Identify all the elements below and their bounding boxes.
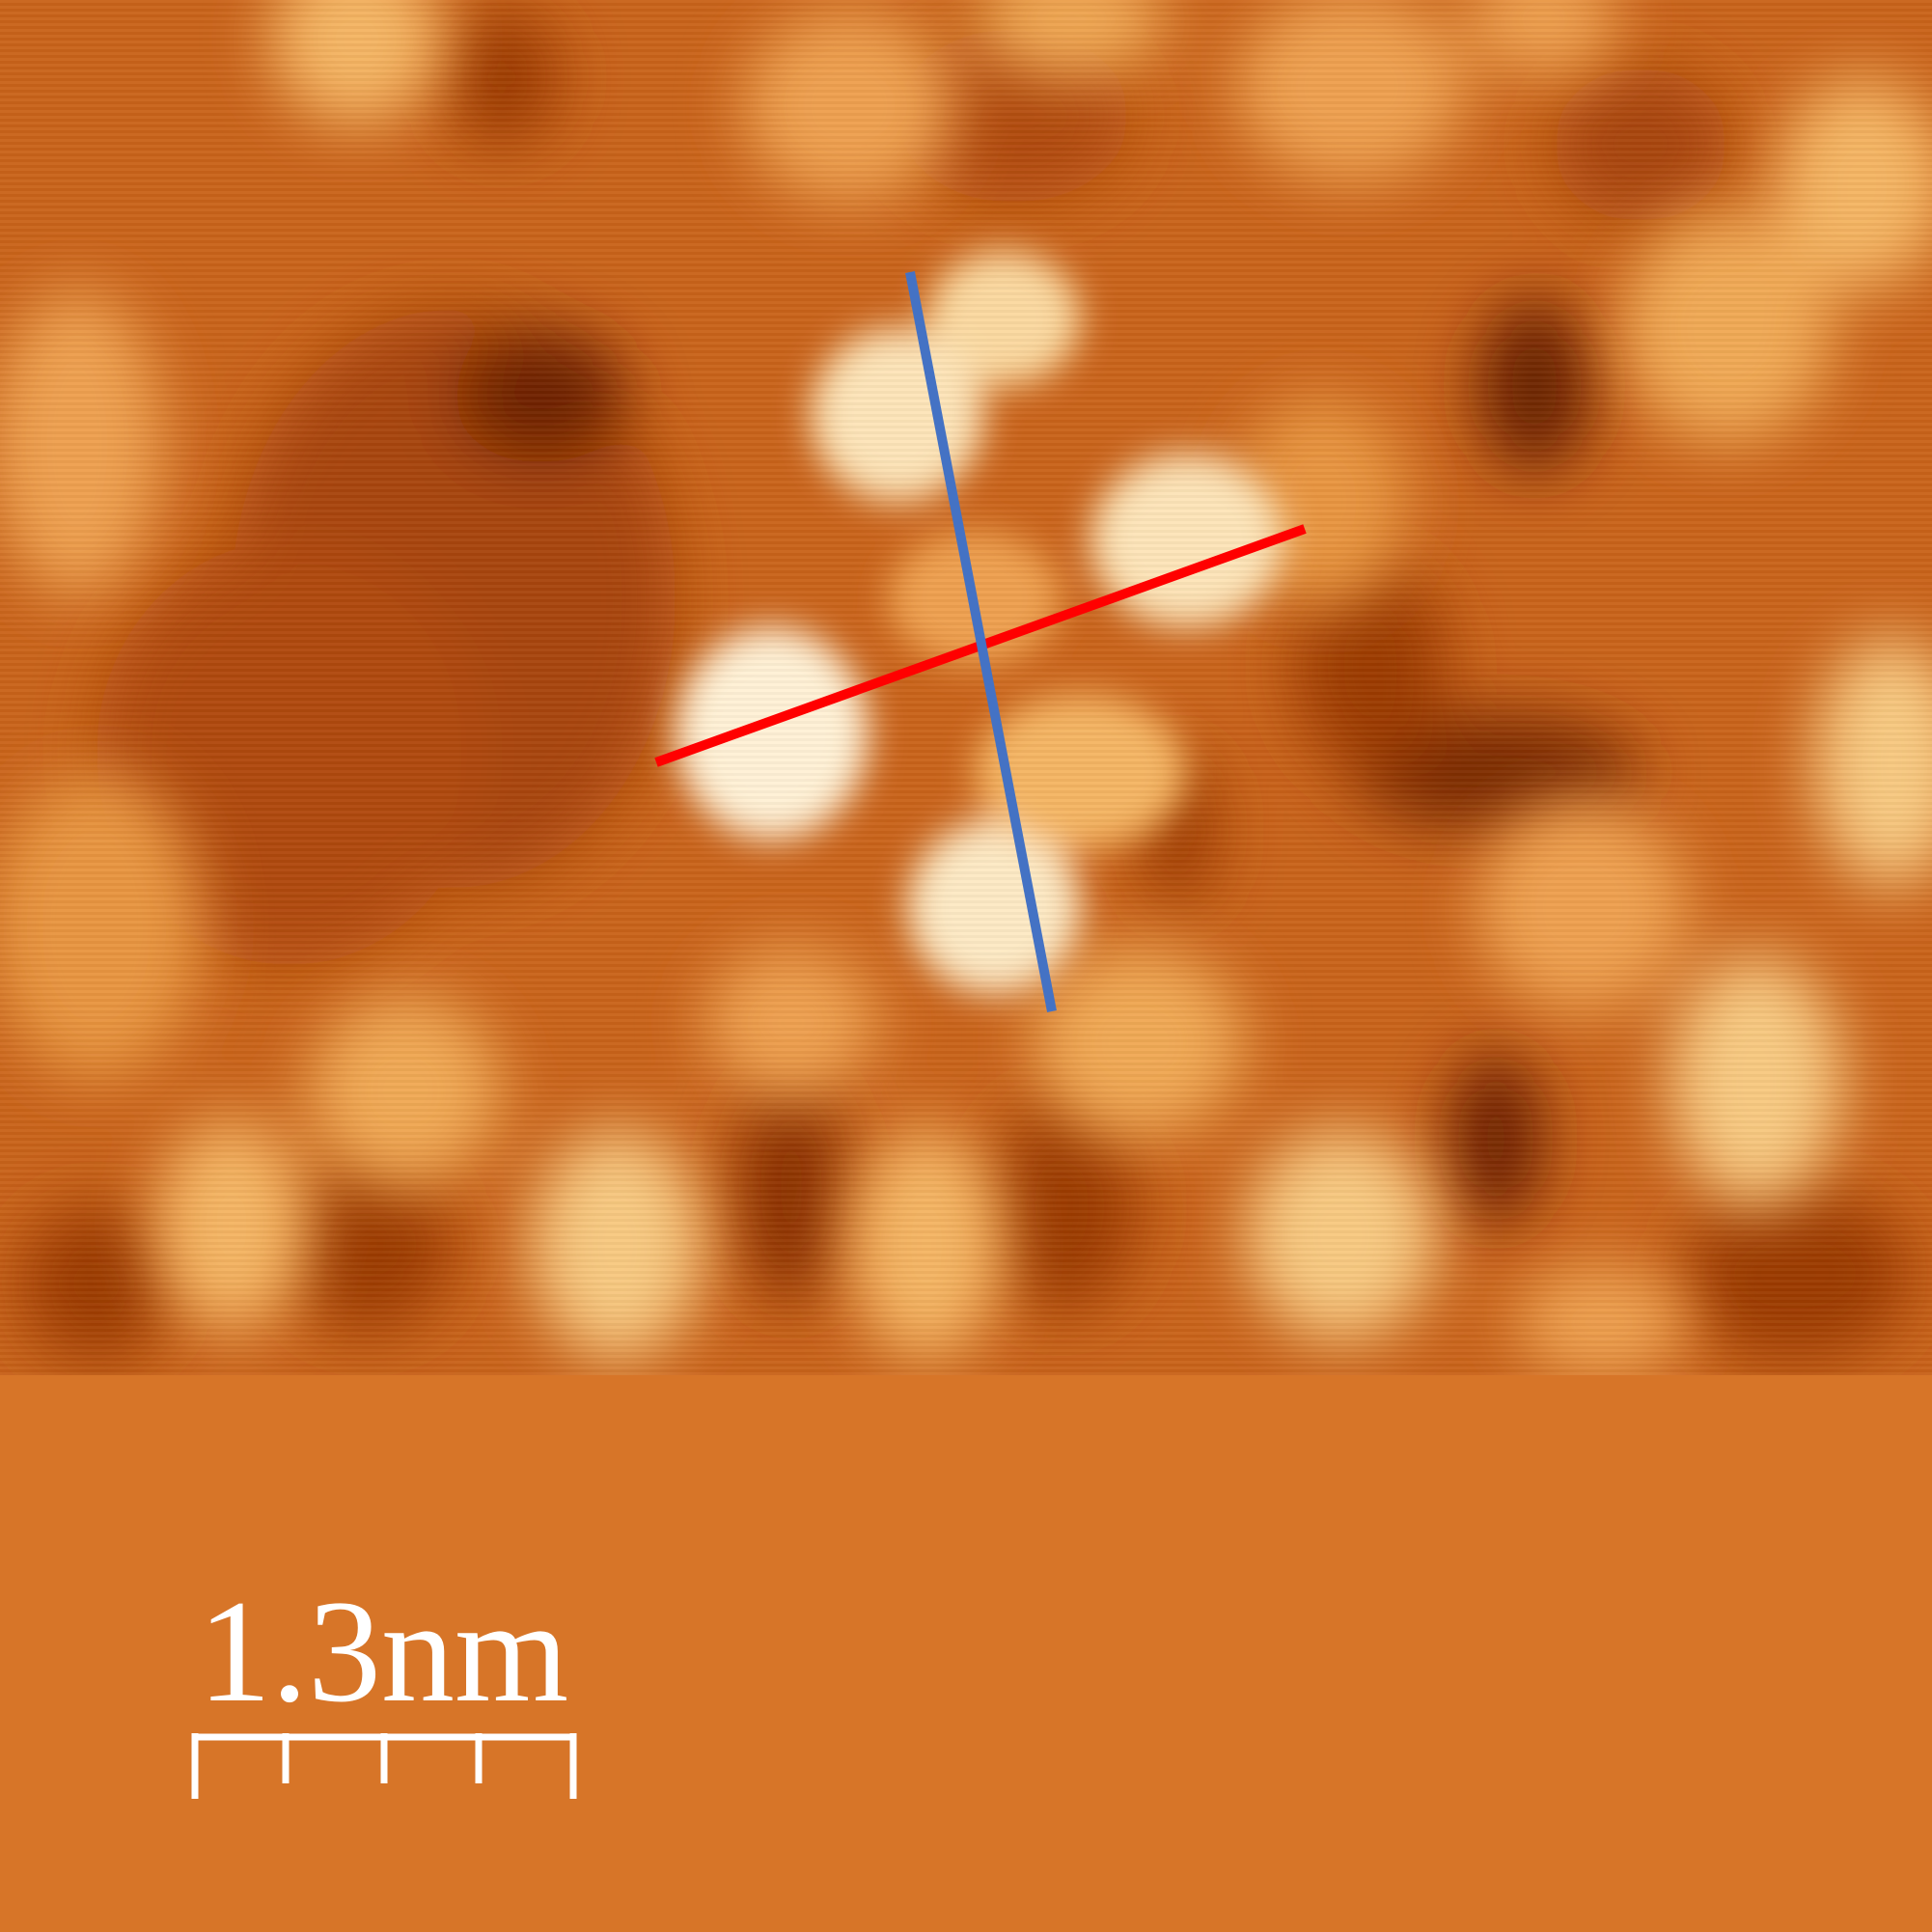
scale-bar-label: 1.3nm [198,1570,569,1732]
blue-profile-line [905,271,1057,1012]
stm-topograph-image [0,0,1932,1375]
scale-bar-ruler [191,1733,577,1801]
